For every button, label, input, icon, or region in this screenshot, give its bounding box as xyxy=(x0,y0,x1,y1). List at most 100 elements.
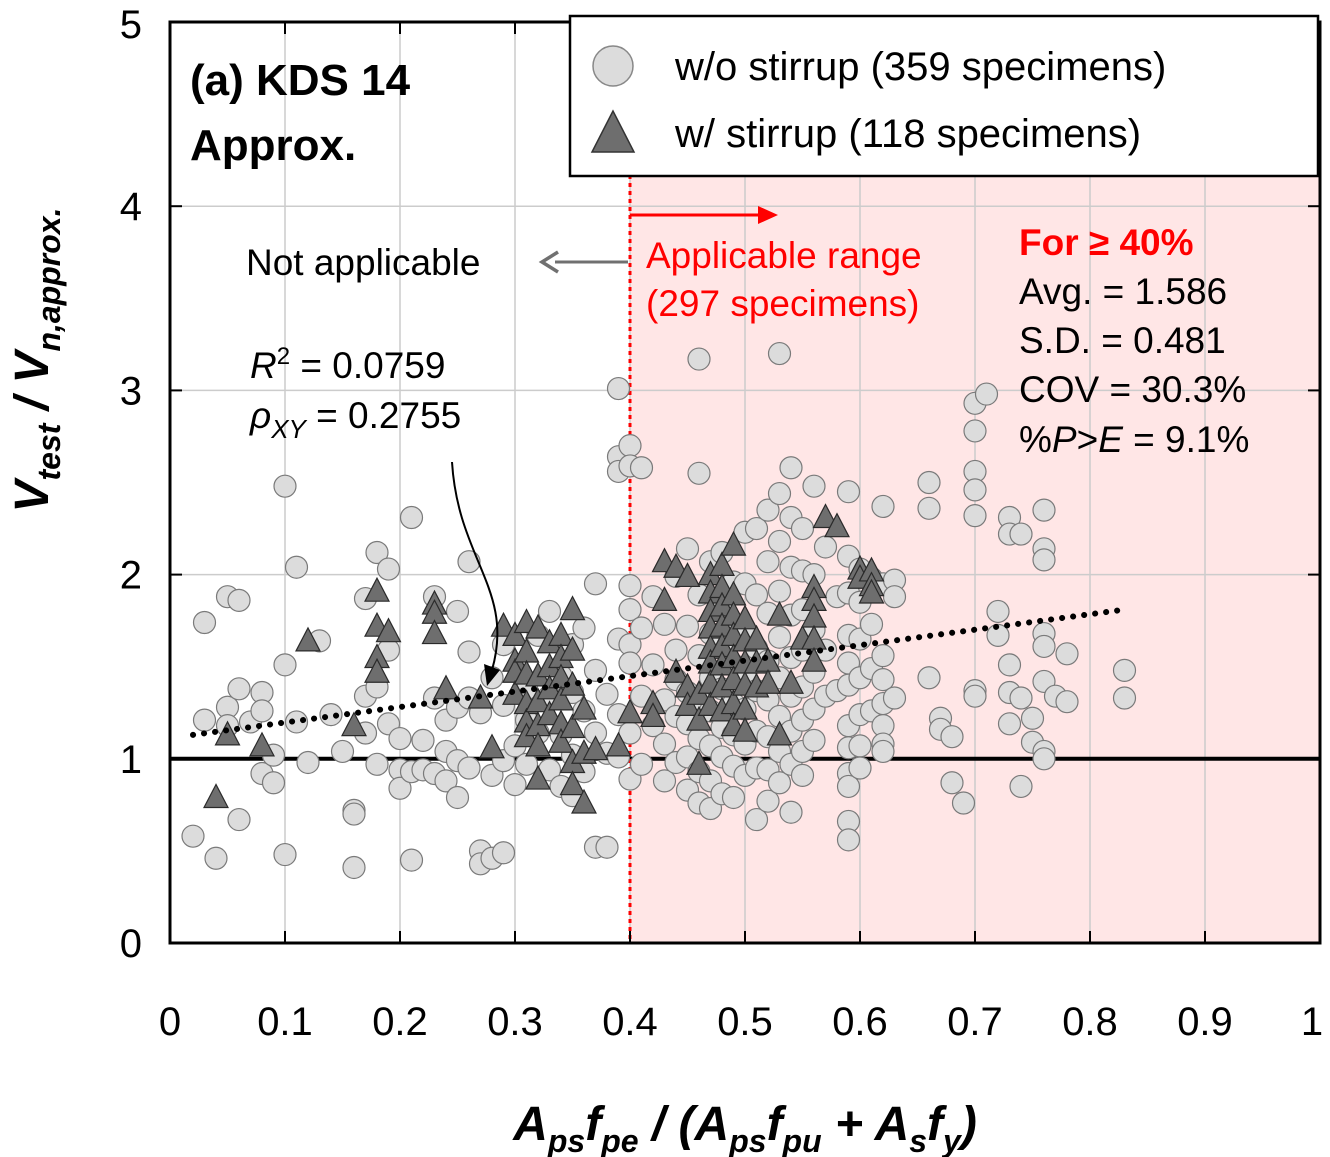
data-point-circle xyxy=(997,653,1022,677)
data-point-circle xyxy=(514,752,539,776)
stats-pe: %P>E = 9.1% xyxy=(1019,419,1249,460)
data-point-circle xyxy=(779,800,803,824)
x-label-plus: + xyxy=(822,1098,875,1151)
data-point-circle xyxy=(756,498,780,522)
data-point-circle xyxy=(192,610,217,635)
data-point-circle xyxy=(871,739,895,764)
data-point-circle xyxy=(963,419,987,443)
data-point-circle xyxy=(1009,522,1033,546)
data-point-triangle xyxy=(686,705,712,731)
data-point-circle xyxy=(583,572,608,596)
r-squared-symbol: R xyxy=(250,345,277,386)
data-point-circle xyxy=(836,774,861,799)
stats-pe-p: P xyxy=(1052,419,1077,460)
x-tick-label: 0.6 xyxy=(832,1000,888,1044)
x-axis-label: Apsfpe / (Apsfpu + Asfy) xyxy=(512,1098,977,1157)
y-tick-label: 4 xyxy=(120,185,142,229)
x-tick-label: 0.7 xyxy=(947,1000,1003,1044)
data-point-circle xyxy=(1009,774,1033,799)
data-point-triangle xyxy=(812,503,839,529)
x-label-sub1: ps xyxy=(547,1123,585,1157)
data-point-circle xyxy=(365,540,389,565)
x-label-mid: / ( xyxy=(639,1098,700,1151)
legend: w/o stirrup (359 specimens) w/ stirrup (… xyxy=(568,14,1320,178)
data-point-circle xyxy=(802,474,826,498)
stats-sd: S.D. = 0.481 xyxy=(1019,320,1226,361)
data-point-triangle xyxy=(502,621,528,646)
data-point-circle xyxy=(457,550,481,574)
legend-triangle-marker xyxy=(590,109,636,153)
x-tick-label: 0.5 xyxy=(717,1000,773,1044)
data-point-triangle xyxy=(720,530,747,556)
data-point-triangle xyxy=(651,586,678,611)
data-point-circle xyxy=(836,480,861,504)
stats-heading: For ≥ 40% xyxy=(1019,222,1194,263)
x-tick-label: 0 xyxy=(159,1000,181,1044)
stats-pe-e: E xyxy=(1098,419,1124,460)
data-point-circle xyxy=(618,651,642,675)
data-point-circle xyxy=(319,702,343,727)
data-point-circle xyxy=(273,842,297,867)
x-tick-label: 1 xyxy=(1301,1000,1323,1044)
data-point-triangle xyxy=(341,711,367,737)
panel-title: (a) KDS 14 Approx. xyxy=(190,56,411,170)
data-point-triangle xyxy=(674,562,701,588)
x-tick-label: 0.9 xyxy=(1177,1000,1233,1044)
applicable-range-label: Applicable range xyxy=(646,235,922,276)
data-point-triangle xyxy=(605,731,632,757)
x-tick-label: 0.3 xyxy=(487,1000,543,1044)
y-label-v1: V xyxy=(6,476,59,512)
data-point-circle xyxy=(652,732,677,756)
r-squared-sup: 2 xyxy=(277,343,290,370)
data-point-circle xyxy=(767,625,792,649)
legend-label-without-stirrup: w/o stirrup (359 specimens) xyxy=(674,45,1166,89)
stats-cov: COV = 30.3% xyxy=(1019,369,1246,410)
data-point-circle xyxy=(399,848,424,872)
data-point-triangle xyxy=(559,713,586,739)
data-point-circle xyxy=(606,376,631,401)
data-point-circle xyxy=(1032,548,1056,572)
data-point-circle xyxy=(882,585,907,609)
data-point-circle xyxy=(641,653,665,677)
x-label-sub4: pu xyxy=(782,1123,822,1157)
data-point-circle xyxy=(1032,747,1056,771)
data-point-triangle xyxy=(801,646,827,672)
data-point-circle xyxy=(802,728,826,752)
data-point-circle xyxy=(721,785,746,810)
data-point-circle xyxy=(296,750,320,775)
data-point-triangle xyxy=(559,595,586,621)
x-label-sub2: pe xyxy=(600,1123,638,1157)
data-point-triangle xyxy=(203,783,229,809)
y-tick-label: 3 xyxy=(120,369,142,413)
data-point-circle xyxy=(537,599,562,624)
data-point-triangle xyxy=(858,578,885,604)
data-point-circle xyxy=(1032,634,1056,659)
data-point-circle xyxy=(376,557,401,581)
data-point-circle xyxy=(917,470,941,495)
data-point-circle xyxy=(399,505,424,530)
x-label-a2: A xyxy=(694,1098,730,1151)
data-point-circle xyxy=(284,555,309,579)
data-point-triangle xyxy=(571,788,597,814)
data-point-circle xyxy=(951,791,976,815)
series-with-stirrup xyxy=(203,503,885,814)
data-point-circle xyxy=(1112,658,1137,682)
legend-label-with-stirrup: w/ stirrup (118 specimens) xyxy=(674,112,1141,156)
data-point-circle xyxy=(629,616,654,640)
data-point-triangle xyxy=(766,720,793,746)
data-point-circle xyxy=(629,456,654,480)
y-label-mid: / xyxy=(6,384,59,424)
data-point-circle xyxy=(767,341,792,366)
data-point-triangle xyxy=(525,764,551,790)
data-point-triangle xyxy=(375,617,402,643)
data-point-circle xyxy=(457,640,481,664)
data-point-triangle xyxy=(778,668,804,694)
x-label-f3: f xyxy=(927,1098,947,1151)
data-point-circle xyxy=(342,802,366,826)
applicable-arrow-head xyxy=(758,206,778,224)
data-point-triangle xyxy=(582,735,609,761)
not-applicable-arrow xyxy=(538,250,628,274)
data-point-circle xyxy=(687,347,711,371)
x-label-a1: A xyxy=(512,1098,548,1151)
